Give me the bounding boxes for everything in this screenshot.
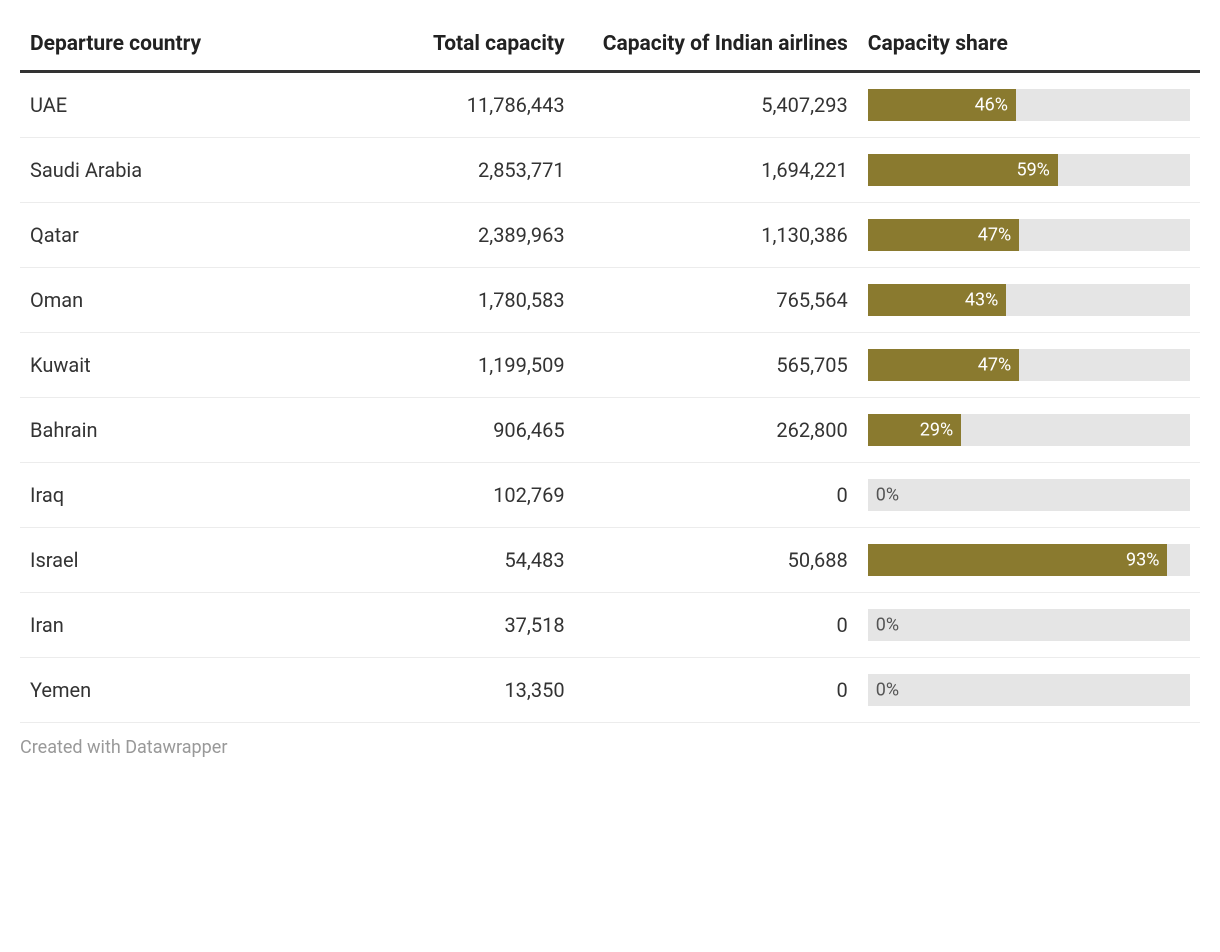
cell-total: 1,780,583 <box>291 268 574 333</box>
share-bar-label: 93% <box>1126 550 1159 571</box>
share-bar-label: 47% <box>978 225 1011 246</box>
table-header-row: Departure country Total capacity Capacit… <box>20 20 1200 72</box>
share-bar: 46% <box>868 89 1190 121</box>
share-bar-label: 0% <box>876 615 899 636</box>
share-bar-label: 29% <box>920 420 953 441</box>
cell-share: 43% <box>858 268 1200 333</box>
share-bar-label: 43% <box>965 290 998 311</box>
cell-country: UAE <box>20 72 291 138</box>
share-bar-label: 47% <box>978 355 1011 376</box>
share-bar-fill: 59% <box>868 154 1058 186</box>
share-bar: 47% <box>868 349 1190 381</box>
share-bar: 59% <box>868 154 1190 186</box>
col-header-total: Total capacity <box>291 20 574 72</box>
share-bar-fill: 46% <box>868 89 1016 121</box>
cell-indian: 565,705 <box>575 333 858 398</box>
cell-indian: 0 <box>575 658 858 723</box>
table-row: Israel54,48350,688 93% <box>20 528 1200 593</box>
share-bar-label: 0% <box>876 680 899 701</box>
cell-indian: 5,407,293 <box>575 72 858 138</box>
cell-country: Yemen <box>20 658 291 723</box>
cell-country: Qatar <box>20 203 291 268</box>
table-row: Bahrain906,465262,800 29% <box>20 398 1200 463</box>
table-row: Qatar2,389,9631,130,386 47% <box>20 203 1200 268</box>
col-header-share: Capacity share <box>858 20 1200 72</box>
cell-share: 47% <box>858 333 1200 398</box>
footer-credit: Created with Datawrapper <box>20 737 1200 758</box>
share-bar-fill: 29% <box>868 414 961 446</box>
cell-total: 11,786,443 <box>291 72 574 138</box>
col-header-indian: Capacity of Indian airlines <box>575 20 858 72</box>
cell-indian: 1,130,386 <box>575 203 858 268</box>
table-row: Iran37,5180 0% <box>20 593 1200 658</box>
cell-indian: 1,694,221 <box>575 138 858 203</box>
cell-country: Oman <box>20 268 291 333</box>
cell-total: 37,518 <box>291 593 574 658</box>
cell-country: Kuwait <box>20 333 291 398</box>
cell-indian: 765,564 <box>575 268 858 333</box>
cell-country: Iraq <box>20 463 291 528</box>
cell-indian: 0 <box>575 463 858 528</box>
share-bar: 0% <box>868 479 1190 511</box>
table-row: UAE11,786,4435,407,293 46% <box>20 72 1200 138</box>
cell-share: 0% <box>858 658 1200 723</box>
cell-total: 2,389,963 <box>291 203 574 268</box>
cell-total: 54,483 <box>291 528 574 593</box>
cell-total: 1,199,509 <box>291 333 574 398</box>
table-row: Kuwait1,199,509565,705 47% <box>20 333 1200 398</box>
share-bar: 0% <box>868 674 1190 706</box>
cell-country: Iran <box>20 593 291 658</box>
cell-indian: 50,688 <box>575 528 858 593</box>
cell-country: Israel <box>20 528 291 593</box>
share-bar: 47% <box>868 219 1190 251</box>
cell-share: 0% <box>858 593 1200 658</box>
cell-indian: 0 <box>575 593 858 658</box>
cell-total: 906,465 <box>291 398 574 463</box>
col-header-country: Departure country <box>20 20 291 72</box>
table-body: UAE11,786,4435,407,293 46% Saudi Arabia2,8… <box>20 72 1200 723</box>
share-bar: 43% <box>868 284 1190 316</box>
share-bar: 93% <box>868 544 1190 576</box>
share-bar-label: 0% <box>876 485 899 506</box>
table-row: Oman1,780,583765,564 43% <box>20 268 1200 333</box>
cell-share: 29% <box>858 398 1200 463</box>
table-row: Iraq102,7690 0% <box>20 463 1200 528</box>
cell-share: 0% <box>858 463 1200 528</box>
share-bar-label: 46% <box>975 95 1008 116</box>
share-bar-fill: 47% <box>868 349 1019 381</box>
share-bar-fill: 47% <box>868 219 1019 251</box>
share-bar: 0% <box>868 609 1190 641</box>
share-bar-label: 59% <box>1016 160 1049 181</box>
cell-share: 47% <box>858 203 1200 268</box>
table-row: Yemen13,3500 0% <box>20 658 1200 723</box>
cell-total: 13,350 <box>291 658 574 723</box>
cell-country: Saudi Arabia <box>20 138 291 203</box>
cell-country: Bahrain <box>20 398 291 463</box>
share-bar-fill: 93% <box>868 544 1168 576</box>
table-row: Saudi Arabia2,853,7711,694,221 59% <box>20 138 1200 203</box>
capacity-table-container: Departure country Total capacity Capacit… <box>20 20 1200 758</box>
capacity-table: Departure country Total capacity Capacit… <box>20 20 1200 723</box>
cell-share: 93% <box>858 528 1200 593</box>
cell-share: 59% <box>858 138 1200 203</box>
share-bar: 29% <box>868 414 1190 446</box>
cell-indian: 262,800 <box>575 398 858 463</box>
cell-share: 46% <box>858 72 1200 138</box>
cell-total: 102,769 <box>291 463 574 528</box>
share-bar-fill: 43% <box>868 284 1007 316</box>
cell-total: 2,853,771 <box>291 138 574 203</box>
